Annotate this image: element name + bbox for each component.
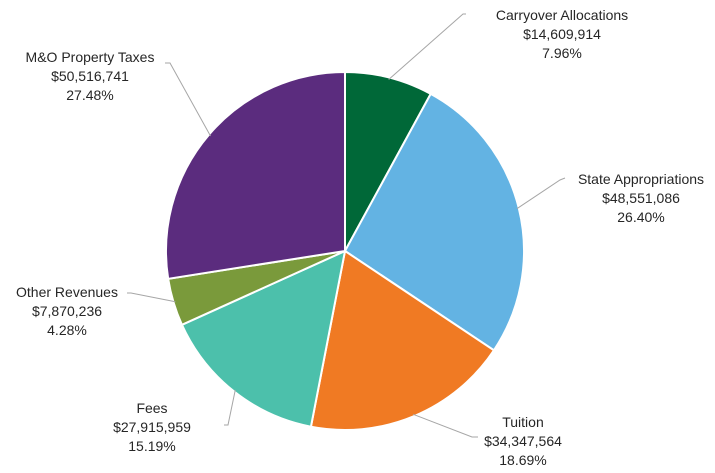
pie-slice-tuition bbox=[309, 249, 496, 431]
leader-line-tuition bbox=[413, 413, 478, 438]
label-other-percent: 4.28% bbox=[47, 322, 87, 338]
pie-slice-mo bbox=[165, 70, 346, 280]
label-carryover-name: Carryover Allocations bbox=[496, 7, 628, 23]
leader-line-carryover bbox=[388, 13, 466, 80]
pie-slices bbox=[165, 70, 525, 431]
label-fees-name: Fees bbox=[136, 400, 167, 416]
leader-line-mo bbox=[165, 62, 211, 137]
label-other-value: $7,870,236 bbox=[32, 303, 102, 319]
pie-slice-fees bbox=[180, 249, 347, 428]
label-other-name: Other Revenues bbox=[16, 284, 118, 300]
pie-slice-state bbox=[343, 92, 525, 352]
label-mo-name: M&O Property Taxes bbox=[26, 49, 155, 65]
pie-slice-carryover bbox=[344, 70, 433, 252]
leader-line-other bbox=[127, 292, 176, 303]
label-fees-value: $27,915,959 bbox=[113, 419, 191, 435]
leader-line-fees bbox=[224, 389, 236, 426]
label-carryover-percent: 7.96% bbox=[542, 45, 582, 61]
leader-lines bbox=[127, 13, 566, 438]
label-tuition-name: Tuition bbox=[502, 414, 544, 430]
label-state-percent: 26.40% bbox=[617, 209, 664, 225]
label-fees-percent: 15.19% bbox=[128, 438, 175, 454]
label-state-value: $48,551,086 bbox=[602, 190, 680, 206]
label-tuition-value: $34,347,564 bbox=[484, 433, 562, 449]
label-mo-value: $50,516,741 bbox=[51, 68, 129, 84]
label-mo-percent: 27.48% bbox=[66, 87, 113, 103]
leader-line-state bbox=[516, 177, 566, 210]
label-carryover-value: $14,609,914 bbox=[523, 26, 601, 42]
label-state-name: State Appropriations bbox=[578, 171, 704, 187]
label-tuition-percent: 18.69% bbox=[499, 452, 546, 468]
